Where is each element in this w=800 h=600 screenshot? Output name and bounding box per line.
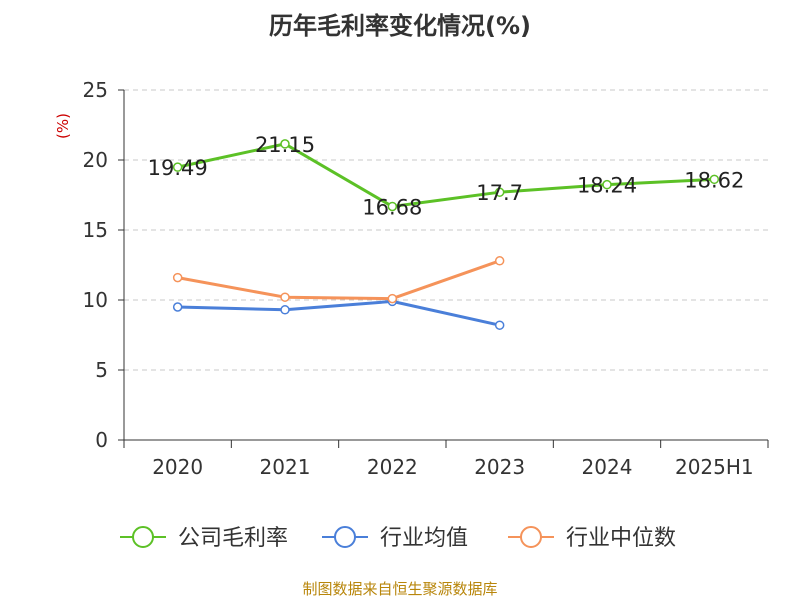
data-label: 19.49 bbox=[148, 156, 208, 180]
x-tick-label: 2021 bbox=[260, 455, 311, 479]
x-tick-label: 2020 bbox=[152, 455, 203, 479]
data-point bbox=[494, 320, 505, 330]
data-point bbox=[172, 272, 183, 283]
source-note: 制图数据来自恒生聚源数据库 bbox=[302, 580, 498, 598]
data-point bbox=[387, 293, 398, 304]
x-tick-label: 2023 bbox=[474, 455, 525, 479]
data-point bbox=[172, 162, 183, 172]
data-point bbox=[602, 179, 612, 190]
x-tick-label: 2022 bbox=[367, 455, 418, 479]
chart-title: 历年毛利率变化情况(%) bbox=[269, 12, 531, 40]
axes bbox=[118, 89, 769, 448]
legend-label: 公司毛利率 bbox=[178, 526, 288, 551]
data-point bbox=[709, 174, 720, 185]
data-point bbox=[280, 292, 290, 302]
y-axis-label: (%) bbox=[54, 113, 72, 139]
series-line bbox=[177, 259, 501, 301]
legend-label: 行业均值 bbox=[380, 526, 468, 551]
data-labels: 19.49 21.15 16.68 17.7 18.24 18.62 bbox=[148, 133, 745, 220]
data-label: 18.24 bbox=[577, 174, 637, 198]
data-label: 21.15 bbox=[255, 133, 315, 157]
data-point bbox=[494, 187, 505, 197]
data-point bbox=[280, 305, 290, 315]
data-point bbox=[387, 201, 398, 212]
series-line bbox=[177, 299, 500, 327]
y-tick-label: 5 bbox=[95, 358, 108, 382]
y-tick-label: 10 bbox=[83, 288, 108, 312]
legend-marker bbox=[132, 526, 154, 548]
y-tick-label: 15 bbox=[83, 218, 108, 242]
data-label: 17.7 bbox=[476, 181, 523, 205]
y-tick-label: 20 bbox=[83, 148, 108, 172]
legend-marker bbox=[520, 526, 542, 548]
x-tick-label: 2025H1 bbox=[675, 455, 754, 479]
series-line bbox=[177, 142, 715, 208]
legend: 公司毛利率 行业均值 行业中位数 bbox=[120, 526, 676, 551]
data-point bbox=[280, 139, 290, 149]
y-tick-label: 25 bbox=[83, 78, 108, 102]
data-point bbox=[494, 256, 505, 266]
data-point bbox=[172, 302, 183, 312]
tick-labels: 0 5 10 15 20 25 2020 2021 2022 2023 2024 2025H1 bbox=[83, 78, 754, 479]
series-group bbox=[172, 139, 720, 330]
legend-marker bbox=[334, 526, 356, 548]
x-tick-label: 2024 bbox=[582, 455, 633, 479]
data-label: 16.68 bbox=[362, 195, 422, 219]
grid-lines bbox=[124, 89, 768, 371]
data-label: 18.62 bbox=[684, 168, 744, 192]
y-tick-label: 0 bbox=[95, 428, 108, 452]
legend-label: 行业中位数 bbox=[566, 526, 676, 551]
